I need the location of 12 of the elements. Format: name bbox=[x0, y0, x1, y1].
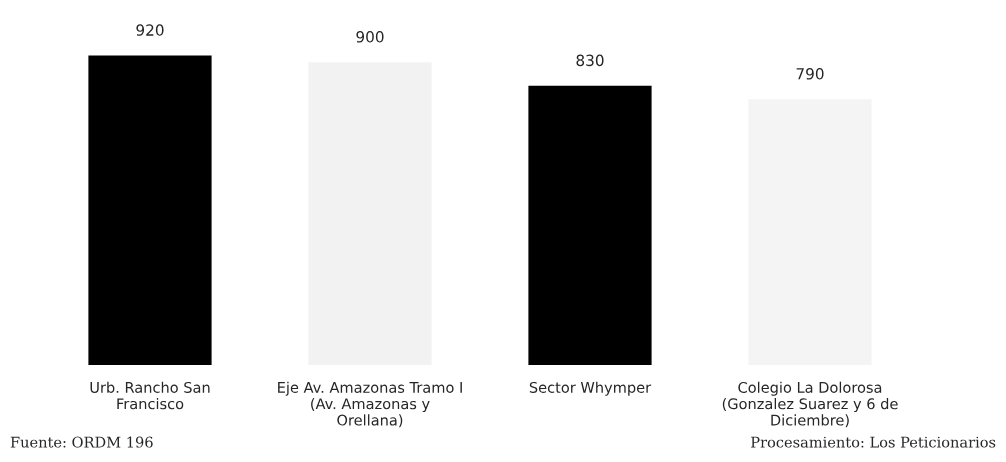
text: Procesamiento: Los Peticionarios bbox=[751, 436, 996, 448]
bar bbox=[88, 55, 212, 365]
x-tick-label: Sector Whymper bbox=[529, 381, 652, 396]
x-tick-label: Colegio La Dolorosa (Gonzalez Suarez y 6 de Diciembre) bbox=[722, 381, 898, 428]
bar bbox=[528, 85, 652, 365]
source-note: Fuente: ORDM 196 bbox=[10, 436, 153, 448]
x-tick-label: Eje Av. Amazonas Tramo I (Av. Amazonas y Orellana) bbox=[278, 381, 462, 428]
data-label: 920 bbox=[136, 24, 164, 36]
data-label: 900 bbox=[356, 31, 384, 43]
data-label: 790 bbox=[796, 68, 824, 80]
x-tick-label: Urb. Rancho San Francisco bbox=[90, 381, 210, 410]
data-label: 830 bbox=[576, 54, 604, 67]
